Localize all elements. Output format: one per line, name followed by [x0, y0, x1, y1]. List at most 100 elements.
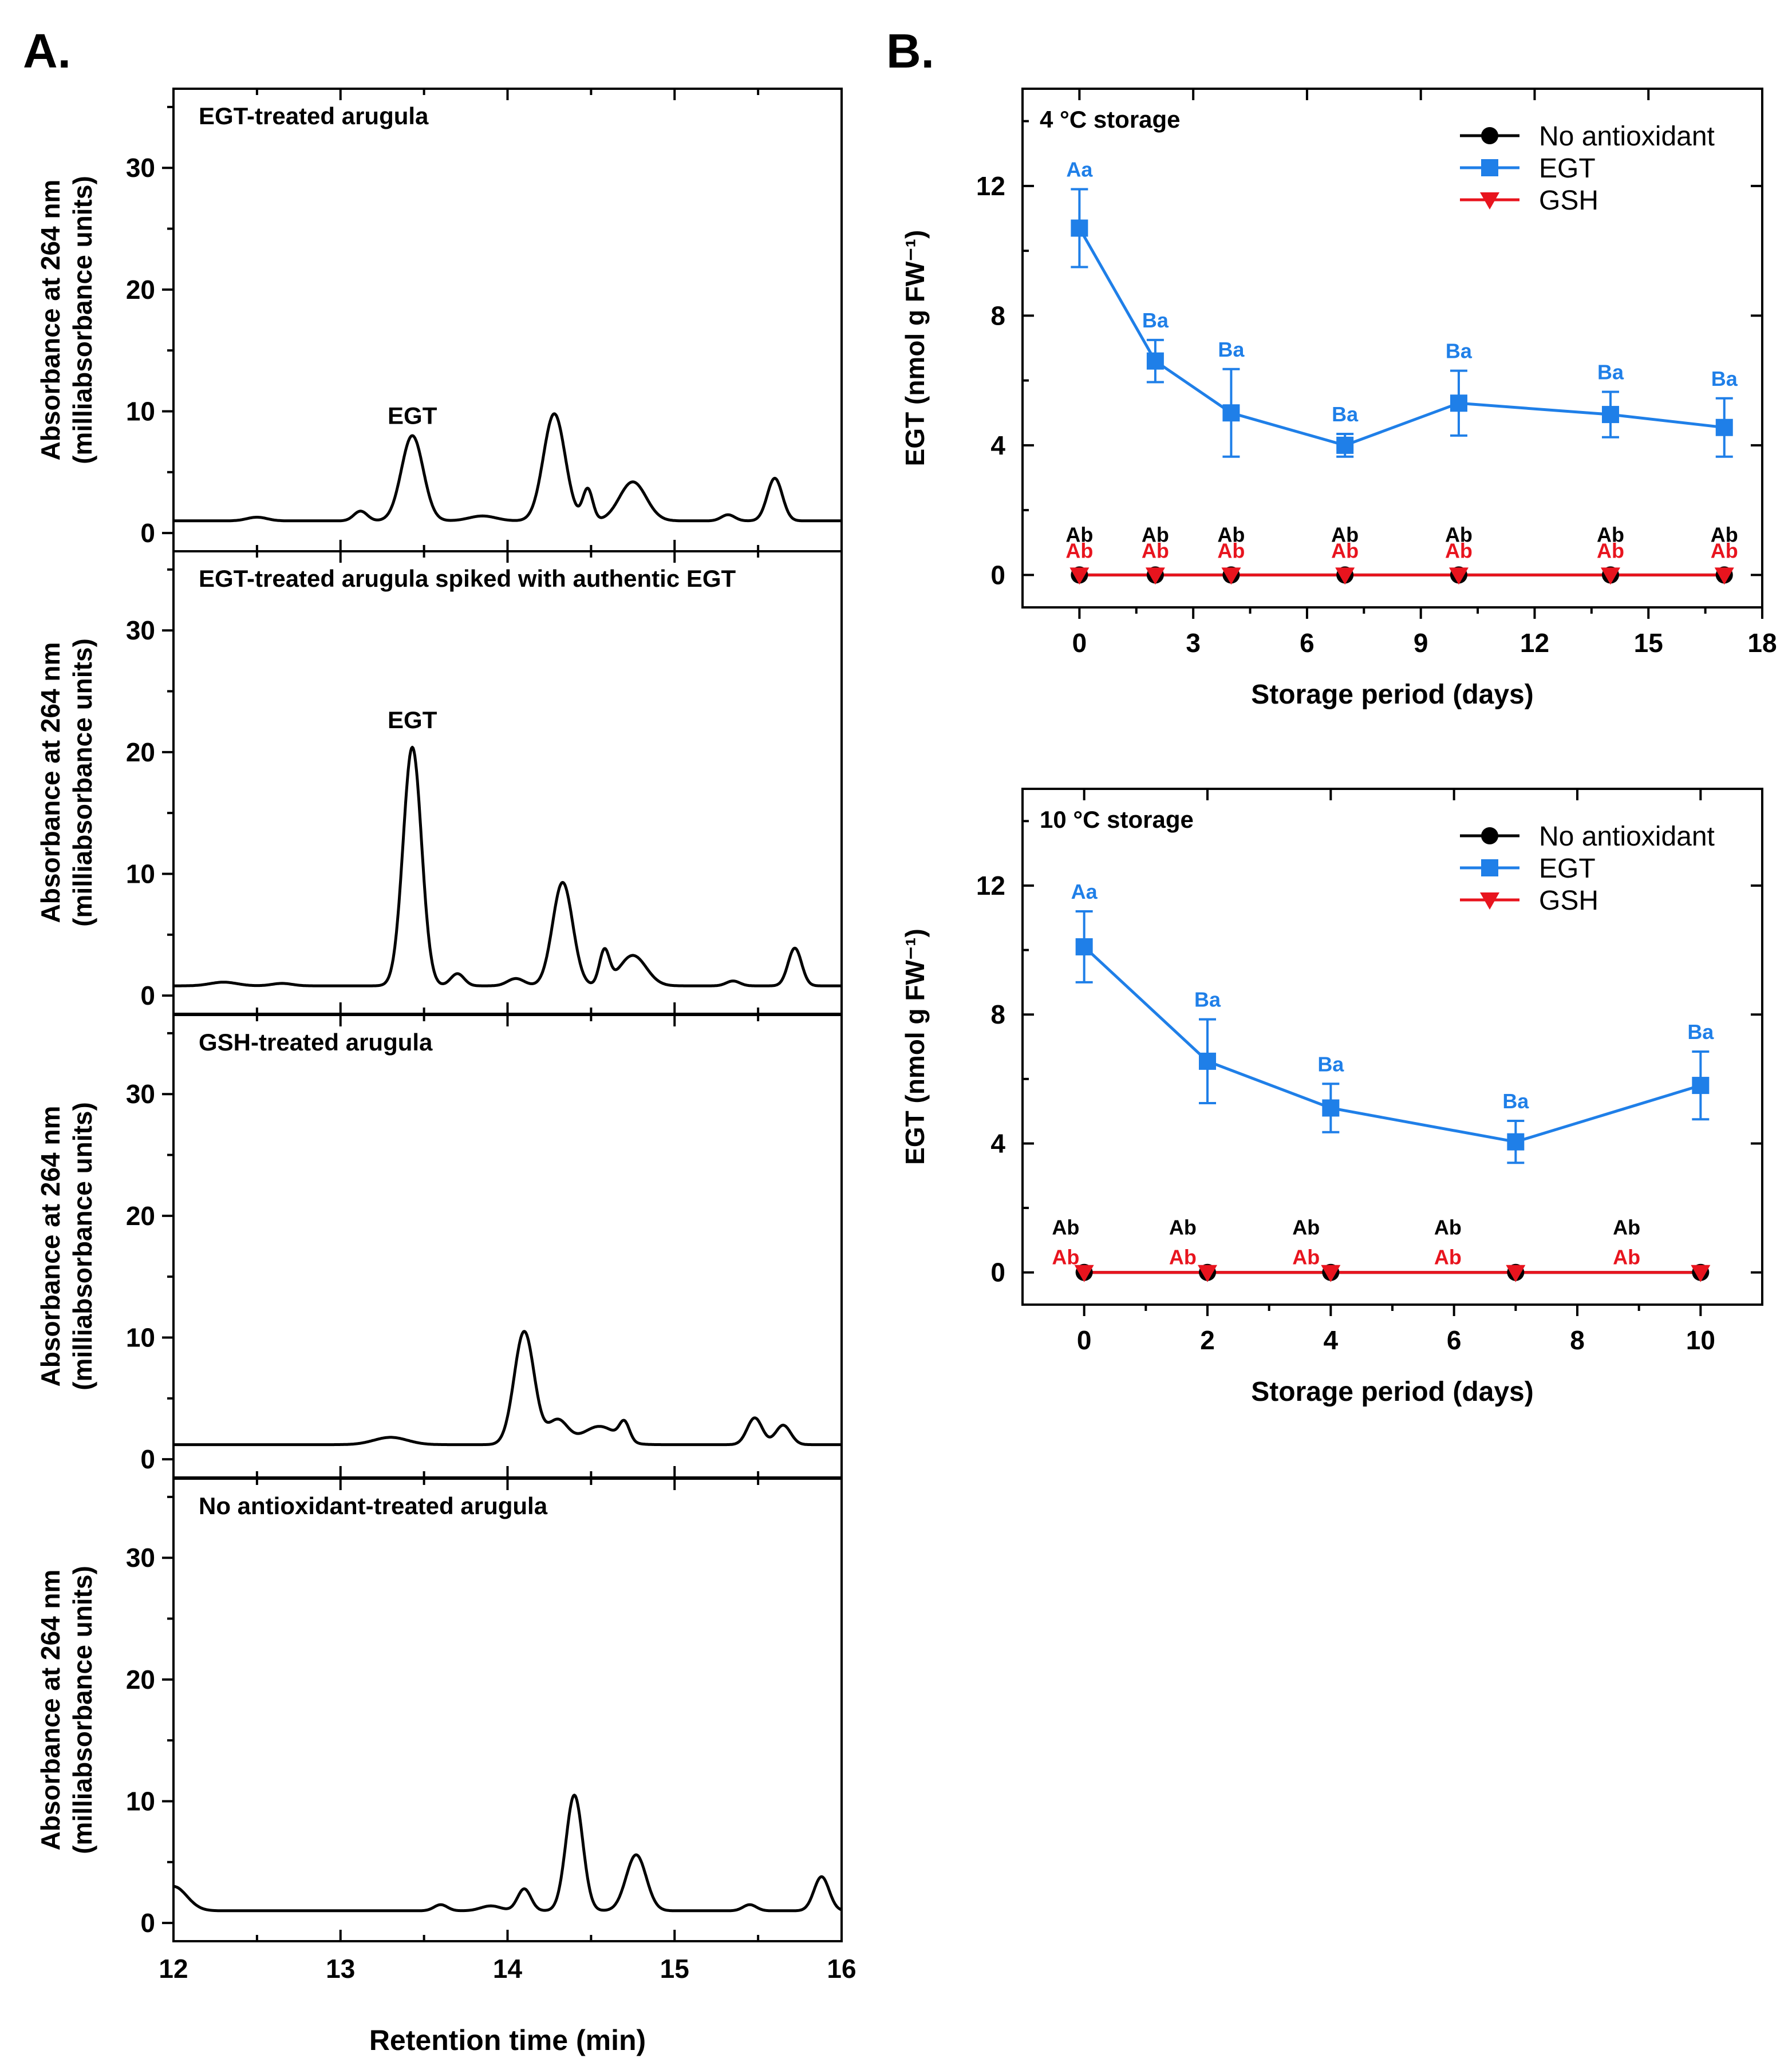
data-point-egt — [1601, 406, 1619, 424]
significance-label-no-antioxidant: Ab — [1331, 523, 1359, 546]
x-tick-label: 9 — [1414, 628, 1428, 658]
plot-frame — [1021, 788, 1763, 1306]
legend-label: No antioxidant — [1539, 821, 1715, 852]
y-axis-label: EGT (nmol g FW⁻¹) — [900, 230, 930, 467]
chromatogram-title: EGT-treated arugula spiked with authenti… — [199, 565, 736, 592]
x-tick-label: 6 — [1447, 1325, 1462, 1355]
significance-label-gsh: Ab — [1434, 1246, 1462, 1269]
data-point-gsh — [1714, 567, 1734, 585]
y-axis-label-units: (milliabsorbance units) — [68, 638, 97, 927]
x-tick-label: 13 — [326, 1954, 355, 1984]
significance-label-egt: Aa — [1071, 880, 1098, 903]
data-point-gsh — [1069, 567, 1090, 585]
y-tick-label: 20 — [126, 1665, 155, 1694]
series-line-egt — [1078, 227, 1724, 447]
plot-frame — [172, 550, 843, 1015]
significance-label-gsh: Ab — [1445, 539, 1473, 562]
x-tick-label: 12 — [159, 1954, 188, 1984]
y-tick-label: 0 — [140, 518, 155, 548]
x-tick-label: 8 — [1570, 1325, 1585, 1355]
storage-chart-1: 0 4 8 12 0 3 6 9 12 15 18 Storage period (days) EGT … — [900, 88, 1777, 710]
significance-label-gsh: Ab — [1613, 1246, 1640, 1269]
legend-label: EGT — [1539, 153, 1596, 184]
significance-label-no-antioxidant: Ab — [1597, 523, 1624, 546]
significance-label-gsh: Ab — [1217, 539, 1245, 562]
y-axis-label: Absorbance at 264 nm — [35, 180, 65, 461]
x-tick-label: 14 — [493, 1954, 523, 1984]
data-point-gsh — [1506, 1265, 1526, 1282]
plot-frame — [1021, 88, 1763, 609]
x-tick-label: 2 — [1200, 1325, 1215, 1355]
significance-label-egt: Ba — [1317, 1052, 1344, 1076]
data-point-egt — [1715, 418, 1733, 436]
legend-marker — [1481, 159, 1498, 176]
legend-label: EGT — [1539, 854, 1596, 884]
significance-label-gsh: Ab — [1597, 539, 1624, 562]
y-axis-label-units: (milliabsorbance units) — [68, 176, 97, 464]
x-tick-label: 4 — [1324, 1325, 1339, 1355]
data-point-egt — [1222, 404, 1240, 422]
data-point-egt — [1075, 938, 1093, 955]
significance-label-no-antioxidant: Ab — [1142, 523, 1169, 546]
legend-label: GSH — [1539, 185, 1598, 216]
significance-label-no-antioxidant: Ab — [1445, 523, 1473, 546]
y-tick-label: 30 — [126, 615, 155, 645]
significance-label-no-antioxidant: Ab — [1065, 523, 1093, 546]
legend-marker — [1481, 827, 1498, 844]
panel-label-b: B. — [886, 24, 934, 78]
peak-annotation: EGT — [388, 706, 437, 733]
chromatogram-trace — [173, 745, 842, 987]
y-axis-label: Absorbance at 264 nm — [35, 1570, 65, 1851]
significance-label-egt: Ba — [1332, 402, 1359, 426]
significance-label-egt: Ba — [1687, 1020, 1714, 1044]
significance-label-egt: Ba — [1597, 360, 1624, 384]
x-axis-label: Storage period (days) — [1251, 1377, 1533, 1407]
series-line-egt — [1083, 946, 1702, 1144]
y-axis-label: Absorbance at 264 nm — [35, 1106, 65, 1387]
chromatogram-title: GSH-treated arugula — [199, 1029, 433, 1056]
storage-title: 4 °C storage — [1040, 106, 1181, 133]
legend-label: No antioxidant — [1539, 121, 1715, 152]
chromatogram-3: 0 10 20 30 GSH-treated arugula Absorbance at … — [35, 1014, 843, 1479]
data-point-egt — [1336, 436, 1354, 454]
y-tick-label: 10 — [126, 396, 155, 426]
y-tick-label: 0 — [140, 1908, 155, 1938]
data-point-gsh — [1600, 567, 1620, 585]
legend-marker — [1480, 192, 1499, 210]
y-tick-label: 4 — [990, 430, 1005, 460]
data-point-egt — [1199, 1052, 1216, 1070]
significance-label-gsh: Ab — [1331, 539, 1359, 562]
significance-label-gsh: Ab — [1711, 539, 1738, 562]
chromatogram-4: 0 10 20 30 No antioxidant-treated arugula Abs… — [35, 1478, 856, 2056]
data-point-gsh — [1448, 567, 1469, 585]
y-tick-label: 10 — [126, 1322, 155, 1352]
y-axis-label: EGT (nmol g FW⁻¹) — [900, 929, 930, 1165]
y-tick-label: 4 — [990, 1128, 1005, 1158]
x-tick-label: 15 — [1634, 628, 1663, 658]
data-point-gsh — [1145, 567, 1165, 585]
y-tick-label: 8 — [990, 301, 1005, 330]
x-axis-label: Storage period (days) — [1251, 680, 1533, 710]
y-tick-label: 8 — [990, 1000, 1005, 1029]
significance-label-no-antioxidant: Ab — [1217, 523, 1245, 546]
storage-chart-2: 0 4 8 12 0 2 4 6 8 10 Storage period (days) EGT (nm… — [900, 788, 1763, 1407]
x-tick-label: 3 — [1186, 628, 1201, 658]
x-tick-label: 6 — [1300, 628, 1315, 658]
chromatogram-trace — [173, 412, 842, 523]
significance-label-no-antioxidant: Ab — [1052, 1216, 1079, 1239]
significance-label-egt: Ba — [1194, 988, 1221, 1012]
y-tick-label: 12 — [976, 171, 1005, 201]
chromatogram-1: 0 10 20 30 EGT-treated arugula Absorbance at … — [35, 88, 843, 552]
storage-title: 10 °C storage — [1040, 806, 1194, 833]
significance-label-gsh: Ab — [1169, 1246, 1197, 1269]
data-point-gsh — [1221, 567, 1241, 585]
significance-label-egt: Ba — [1142, 309, 1169, 332]
y-axis-label-units: (milliabsorbance units) — [68, 1566, 97, 1854]
plot-frame — [172, 1014, 843, 1479]
chromatogram-trace — [173, 1794, 842, 1913]
significance-label-egt: Ba — [1446, 339, 1473, 363]
y-tick-label: 0 — [990, 1258, 1005, 1287]
significance-label-gsh: Ab — [1292, 1246, 1320, 1269]
data-point-gsh — [1691, 1265, 1711, 1282]
